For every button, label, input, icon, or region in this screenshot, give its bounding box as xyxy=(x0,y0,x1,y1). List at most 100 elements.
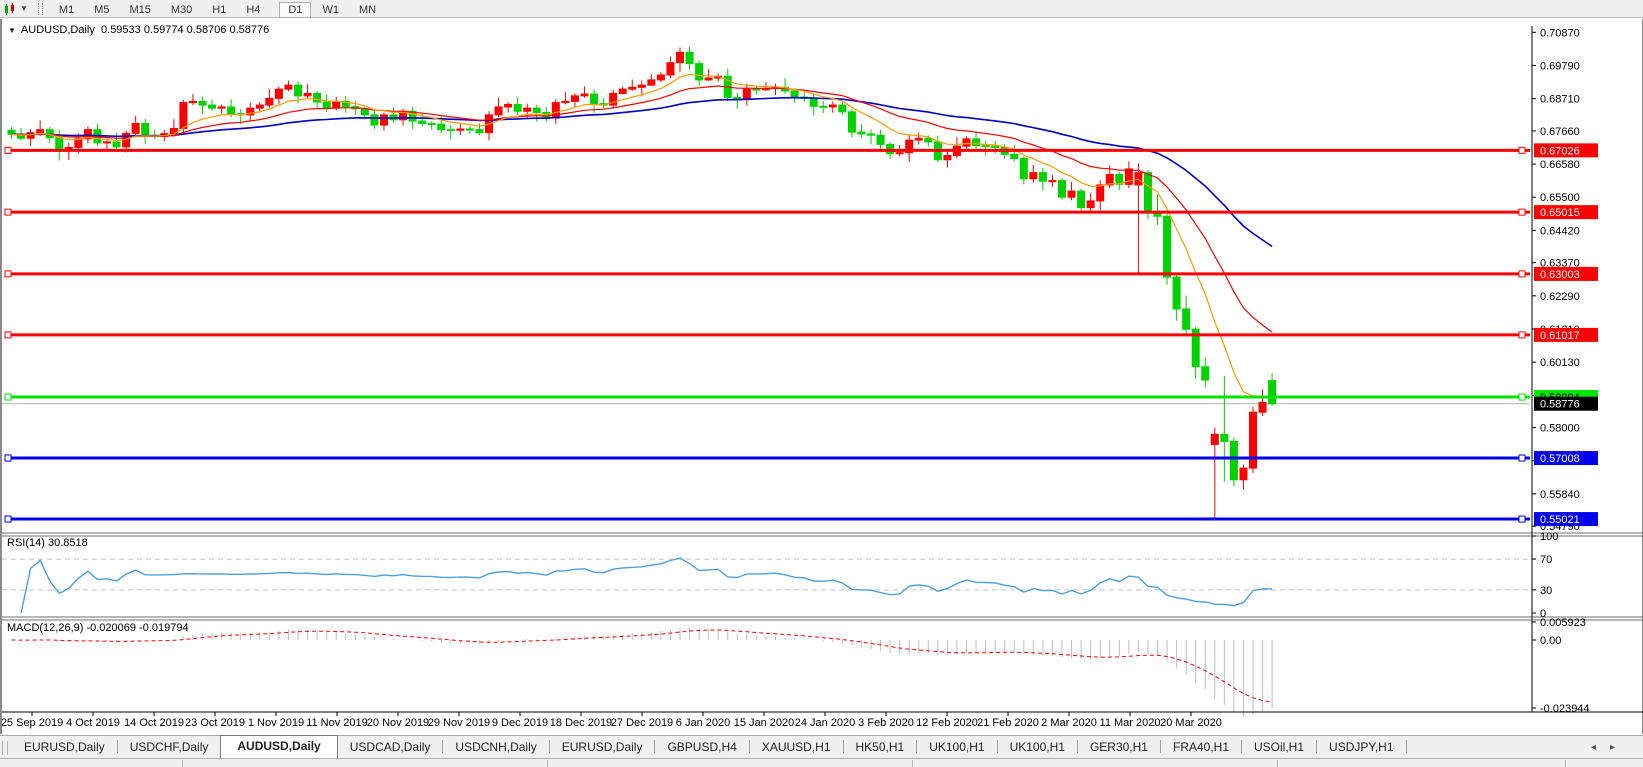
chart-tab-usdchf-daily[interactable]: USDCHF,Daily xyxy=(129,740,209,754)
svg-text:0.55840: 0.55840 xyxy=(1540,489,1580,501)
tab-separator xyxy=(1076,740,1078,753)
toolbar-grip[interactable] xyxy=(37,2,43,15)
svg-text:0.61017: 0.61017 xyxy=(1540,330,1580,342)
tab-separator xyxy=(654,740,656,753)
date-axis[interactable]: 25 Sep 2019 4 Oct 2019 14 Oct 2019 23 Oct 2… xyxy=(2,712,1222,729)
chart-tab-eurusd-daily[interactable]: EURUSD,Daily xyxy=(24,740,105,754)
tf-button-m1[interactable]: M1 xyxy=(58,3,75,16)
svg-text:70: 70 xyxy=(1540,554,1552,566)
panel-separators[interactable] xyxy=(2,532,1643,621)
chart-tab-usdcnh-daily[interactable]: USDCNH,Daily xyxy=(455,740,537,754)
price-axis[interactable]: 0.70870 0.69790 0.68710 0.67660 0.66580 0.655… xyxy=(2,26,1643,713)
chart-canvas[interactable]: 0.70870 0.69790 0.68710 0.67660 0.66580 0.655… xyxy=(2,19,1643,734)
svg-text:27 Dec 2019: 27 Dec 2019 xyxy=(611,717,673,729)
chart-tab-hk50-h1[interactable]: HK50,H1 xyxy=(855,740,905,754)
chart-tab-audusd-daily[interactable]: AUDUSD,Daily xyxy=(220,735,338,759)
tf-button-h4[interactable]: H4 xyxy=(246,3,261,16)
svg-text:0.63370: 0.63370 xyxy=(1540,258,1580,270)
price-badges: 0.670260.650150.630030.610170.589940.570… xyxy=(1534,143,1598,527)
svg-text:0.57008: 0.57008 xyxy=(1540,453,1580,465)
tab-separator xyxy=(1316,740,1318,753)
support-resistance-lines[interactable] xyxy=(4,146,1530,523)
chart-title: ▼ AUDUSD,Daily 0.59533 0.59774 0.58706 0.… xyxy=(8,24,269,36)
macd-panel xyxy=(11,627,1273,717)
chart-ohlc: 0.59533 0.59774 0.58706 0.58776 xyxy=(101,24,270,36)
svg-text:20 Nov 2019: 20 Nov 2019 xyxy=(367,717,429,729)
chart-tab-uk100-h1[interactable]: UK100,H1 xyxy=(929,740,985,754)
svg-text:0: 0 xyxy=(1540,608,1546,620)
tab-separator xyxy=(1241,740,1243,753)
svg-text:0.65500: 0.65500 xyxy=(1540,192,1580,204)
status-divider xyxy=(1277,760,1278,767)
svg-text:0.58776: 0.58776 xyxy=(1540,399,1580,411)
tab-separator xyxy=(916,740,918,753)
macd-axis[interactable]: 0.005923 0.00 -0.023944 xyxy=(1532,617,1590,715)
tf-button-m15[interactable]: M15 xyxy=(129,3,151,16)
timeframe-toolbar: ▼ M1 M5 M15 M30 H1 H4 D1 W1 MN xyxy=(0,0,1643,18)
svg-text:3 Feb 2020: 3 Feb 2020 xyxy=(858,717,914,729)
svg-text:29 Nov 2019: 29 Nov 2019 xyxy=(428,717,490,729)
tab-separator xyxy=(842,740,844,753)
svg-text:0.69790: 0.69790 xyxy=(1540,60,1580,72)
svg-text:6 Jan 2020: 6 Jan 2020 xyxy=(676,717,730,729)
chart-tab-usdcad-daily[interactable]: USDCAD,Daily xyxy=(349,740,431,754)
svg-text:0.64420: 0.64420 xyxy=(1540,225,1580,237)
macd-indicator-label: MACD(12,26,9) -0.020069 -0.019794 xyxy=(7,622,189,634)
tab-separator xyxy=(116,740,118,753)
tab-scroll-right-icon[interactable]: ▸ xyxy=(1609,742,1629,753)
svg-text:0.68710: 0.68710 xyxy=(1540,94,1580,106)
svg-text:25 Sep 2019: 25 Sep 2019 xyxy=(2,717,63,729)
candles-layer xyxy=(7,46,1277,518)
tab-scroll-left-icon[interactable]: ◂ xyxy=(1590,742,1610,753)
chart-symbol-period: AUDUSD,Daily xyxy=(20,24,95,36)
chart-tab-eurusd-daily[interactable]: EURUSD,Daily xyxy=(561,740,643,754)
chevron-down-icon[interactable]: ▼ xyxy=(20,4,28,13)
chart-tab-fra40-h1[interactable]: FRA40,H1 xyxy=(1172,740,1230,754)
chart-tab-gbpusd-h4[interactable]: GBPUSD,H4 xyxy=(667,740,737,754)
timeframe-buttons: M1 M5 M15 M30 H1 H4 D1 W1 MN xyxy=(49,0,394,18)
rsi-panel xyxy=(2,557,1530,614)
svg-text:4 Oct 2019: 4 Oct 2019 xyxy=(66,717,120,729)
svg-text:15 Jan 2020: 15 Jan 2020 xyxy=(734,717,795,729)
tabbar-grip[interactable] xyxy=(2,741,8,755)
chart-tabs: EURUSD,Daily USDCHF,Daily AUDUSD,Daily USDC… xyxy=(12,735,1407,759)
chart-collapse-arrow[interactable]: ▼ xyxy=(8,26,16,35)
svg-text:20 Mar 2020: 20 Mar 2020 xyxy=(1160,717,1222,729)
rsi-axis[interactable]: 100 70 30 0 xyxy=(1532,531,1558,620)
tf-button-m30[interactable]: M30 xyxy=(170,3,193,16)
tf-button-mn[interactable]: MN xyxy=(358,3,377,16)
svg-text:0.62290: 0.62290 xyxy=(1540,291,1580,303)
chart-tab-ger30-h1[interactable]: GER30,H1 xyxy=(1089,740,1148,754)
chart-tab-uk100-h1[interactable]: UK100,H1 xyxy=(1009,740,1065,754)
svg-text:23 Oct 2019: 23 Oct 2019 xyxy=(185,717,245,729)
status-divider xyxy=(182,760,183,767)
svg-text:0.63003: 0.63003 xyxy=(1540,269,1580,281)
svg-text:0.58000: 0.58000 xyxy=(1540,423,1580,435)
svg-text:0.66580: 0.66580 xyxy=(1540,159,1580,171)
svg-text:-0.023944: -0.023944 xyxy=(1540,703,1590,715)
tf-button-m5[interactable]: M5 xyxy=(94,3,110,16)
chart-tab-xauusd-h1[interactable]: XAUUSD,H1 xyxy=(761,740,831,754)
chart-style-icon[interactable] xyxy=(3,2,19,16)
tab-separator xyxy=(1159,740,1161,753)
svg-text:21 Feb 2020: 21 Feb 2020 xyxy=(977,717,1039,729)
chart-window: 0.70870 0.69790 0.68710 0.67660 0.66580 0.655… xyxy=(0,19,1643,734)
tab-scroll-arrows: ◂▸ xyxy=(1591,742,1629,753)
svg-text:11 Mar 2020: 11 Mar 2020 xyxy=(1100,717,1161,729)
svg-text:18 Dec 2019: 18 Dec 2019 xyxy=(550,717,612,729)
tab-separator xyxy=(548,740,550,753)
chart-tab-usdjpy-h1[interactable]: USDJPY,H1 xyxy=(1329,740,1394,754)
tf-button-d1[interactable]: D1 xyxy=(279,1,312,18)
svg-text:0.005923: 0.005923 xyxy=(1540,617,1586,629)
tf-button-h1[interactable]: H1 xyxy=(212,3,227,16)
tf-button-w1[interactable]: W1 xyxy=(322,3,339,16)
svg-text:0.00: 0.00 xyxy=(1540,635,1561,647)
tab-separator xyxy=(748,740,750,753)
status-divider xyxy=(912,760,913,767)
svg-text:9 Dec 2019: 9 Dec 2019 xyxy=(492,717,548,729)
svg-text:24 Jan 2020: 24 Jan 2020 xyxy=(795,717,856,729)
svg-text:0.55021: 0.55021 xyxy=(1540,514,1580,526)
chart-tab-usoil-h1[interactable]: USOil,H1 xyxy=(1254,740,1305,754)
status-divider xyxy=(547,760,548,767)
